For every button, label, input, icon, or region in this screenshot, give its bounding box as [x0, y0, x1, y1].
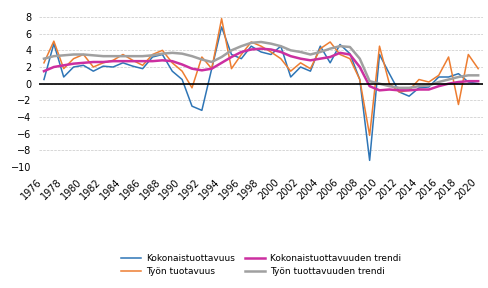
Legend: Kokonaistuottavuus, Työn tuotavuus, Kokonaistuottavuuden trendi, Työn tuottavuud: Kokonaistuottavuus, Työn tuotavuus, Koko… — [122, 254, 401, 276]
